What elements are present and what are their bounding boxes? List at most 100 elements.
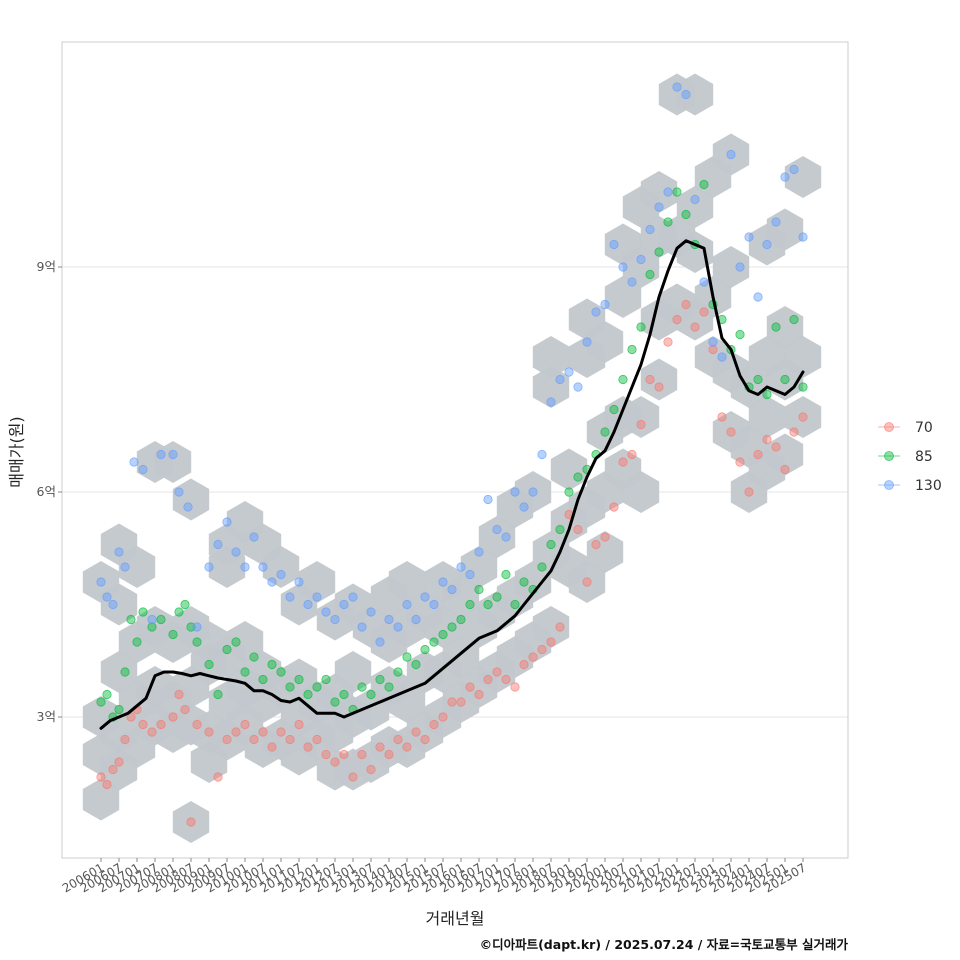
point-85-14 (192, 637, 202, 647)
point-70-53 (546, 637, 556, 647)
point-70-65 (654, 382, 664, 392)
hexbin-cell-127 (676, 73, 714, 116)
point-130-13 (204, 562, 214, 572)
hexbin-cell-145 (766, 208, 804, 251)
point-130-46 (501, 532, 511, 542)
point-70-8 (147, 727, 157, 737)
point-130-20 (267, 577, 277, 587)
point-130-48 (519, 502, 529, 512)
point-70-13 (186, 817, 196, 827)
point-130-66 (681, 89, 691, 100)
point-70-61 (618, 457, 628, 467)
point-130-50 (537, 449, 547, 460)
point-130-9 (168, 449, 178, 460)
hexbin-cell-117 (640, 358, 678, 401)
point-130-73 (744, 232, 754, 242)
point-70-49 (510, 682, 520, 692)
point-85-52 (537, 562, 547, 572)
point-130-38 (429, 599, 439, 610)
point-130-2 (108, 599, 118, 610)
point-85-5 (126, 614, 136, 625)
point-70-39 (420, 734, 430, 745)
point-85-53 (546, 539, 556, 550)
legend-label-130: 130 (915, 478, 942, 494)
point-70-52 (537, 644, 547, 655)
point-70-38 (411, 727, 421, 737)
point-130-25 (312, 592, 322, 602)
point-130-78 (789, 164, 799, 175)
point-70-1 (102, 779, 112, 790)
point-70-18 (231, 727, 241, 737)
point-130-37 (420, 592, 430, 602)
point-130-4 (120, 562, 130, 572)
point-130-28 (339, 599, 349, 610)
point-130-61 (636, 254, 646, 265)
point-85-63 (636, 322, 646, 332)
legend-label-85: 85 (915, 449, 933, 465)
point-85-50 (519, 577, 529, 587)
point-130-63 (654, 202, 664, 212)
point-85-59 (600, 427, 610, 437)
point-70-59 (600, 532, 610, 542)
point-85-47 (492, 592, 502, 602)
point-130-79 (798, 232, 808, 242)
point-85-54 (555, 524, 565, 535)
point-70-75 (744, 487, 754, 497)
point-130-39 (438, 577, 448, 587)
point-70-26 (303, 742, 313, 752)
point-130-72 (735, 262, 745, 272)
point-85-49 (510, 599, 520, 610)
point-85-80 (789, 314, 799, 325)
point-85-61 (618, 374, 628, 385)
point-130-71 (726, 149, 736, 160)
hexbin-cell-71 (388, 561, 426, 603)
point-85-68 (681, 209, 691, 220)
point-130-68 (699, 277, 709, 287)
point-70-72 (717, 412, 727, 422)
point-70-24 (285, 734, 295, 745)
point-70-71 (708, 344, 718, 355)
point-130-59 (618, 262, 628, 272)
point-85-60 (609, 404, 619, 415)
point-130-32 (375, 637, 385, 647)
point-70-40 (429, 719, 439, 730)
point-130-14 (213, 539, 223, 550)
hexbin-cell-148 (784, 156, 822, 198)
point-85-23 (276, 667, 286, 677)
point-70-5 (126, 712, 136, 722)
point-130-44 (483, 494, 493, 505)
point-70-29 (330, 757, 340, 767)
x-axis-title: 거래년월 (426, 909, 485, 928)
point-70-41 (438, 712, 448, 722)
point-85-67 (672, 187, 682, 197)
point-85-48 (501, 569, 511, 580)
point-130-76 (771, 217, 781, 227)
point-70-12 (180, 704, 190, 715)
point-70-42 (447, 697, 457, 707)
point-85-28 (321, 674, 331, 685)
point-70-66 (663, 337, 673, 347)
point-130-22 (285, 592, 295, 602)
point-85-17 (222, 644, 232, 655)
point-70-17 (222, 734, 232, 745)
point-85-29 (330, 697, 340, 707)
point-130-74 (753, 292, 763, 302)
trend-line (99, 239, 805, 730)
point-85-45 (474, 584, 484, 595)
point-130-49 (528, 487, 538, 497)
hexbin-cell-21 (172, 801, 210, 843)
point-70-47 (492, 667, 502, 677)
point-130-77 (780, 172, 790, 182)
point-130-51 (546, 397, 556, 407)
y-axis: 3억 6억 9억 (37, 259, 62, 724)
point-70-79 (780, 464, 790, 475)
point-130-3 (114, 547, 124, 557)
point-130-54 (573, 382, 583, 392)
point-70-43 (456, 697, 466, 707)
hexbin-cell-101 (568, 561, 606, 603)
point-70-16 (213, 772, 223, 782)
point-85-77 (762, 389, 772, 400)
point-130-19 (258, 562, 268, 572)
